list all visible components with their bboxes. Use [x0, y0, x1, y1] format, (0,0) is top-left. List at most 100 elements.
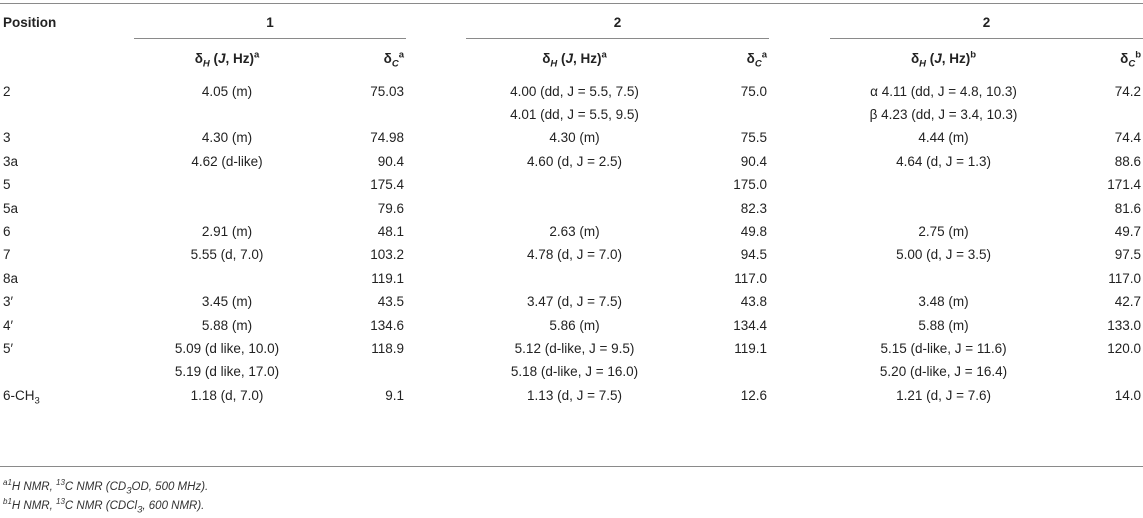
shift-h-2-cell: 3.47 (d, J = 7.5)	[527, 294, 622, 310]
shift-h-1-cell	[134, 174, 320, 197]
table-footnotes: a1H NMR, 13C NMR (CD3OD, 500 MHz). b1H N…	[3, 478, 208, 516]
shift-c-1-cell: 74.98	[370, 130, 405, 146]
shift-h-1-cell: 4.30 (m)	[201, 130, 253, 146]
shift-h-2-cell: 4.78 (d, J = 7.0)	[527, 247, 622, 263]
group-header-2: 2	[613, 15, 622, 30]
subheader-dc-3: δCb	[1120, 49, 1142, 70]
shift-c-2-cell	[683, 361, 769, 384]
shift-c-1-cell: 79.6	[377, 200, 405, 216]
bottom-rule	[0, 466, 1143, 467]
shift-h-3-cell	[830, 197, 1057, 220]
shift-c-2-cell: 117.0	[734, 270, 768, 286]
position-cell: 4′	[3, 317, 14, 333]
shift-c-1-cell: 134.6	[370, 317, 405, 333]
shift-h-1-cell: 1.18 (d, 7.0)	[190, 387, 264, 403]
position-cell: 6	[3, 224, 11, 240]
table-row: 7 5.55 (d, 7.0) 103.2 4.78 (d, J = 7.0) 94.5…	[0, 244, 1143, 267]
group-header-1: 1	[266, 15, 274, 30]
shift-h-2-cell: 5.86 (m)	[549, 317, 600, 333]
shift-h-1-cell	[134, 267, 320, 290]
position-cell: 8a	[3, 270, 19, 286]
shift-h-3-cell: 3.48 (m)	[918, 294, 969, 310]
group-header-3: 2	[982, 15, 991, 30]
shift-c-2-cell: 119.1	[734, 340, 768, 356]
shift-c-2-cell: 12.6	[740, 387, 768, 403]
shift-c-1-cell: 48.1	[377, 224, 405, 240]
group-3-underline	[830, 38, 1143, 39]
position-cell: 2	[3, 83, 11, 99]
shift-c-3-cell: 49.7	[1114, 224, 1142, 240]
shift-c-2-cell: 43.8	[740, 294, 768, 310]
table-row: 8a 119.1 117.0 117.0	[0, 267, 1143, 290]
shift-h-2-cell: 5.12 (d-like, J = 9.5)	[514, 340, 635, 356]
shift-c-3-cell: 120.0	[1107, 340, 1142, 356]
subheader-dh-3: δH (J, Hz)b	[910, 49, 977, 70]
shift-h-3-cell: α 4.11 (dd, J = 4.8, 10.3)	[870, 83, 1017, 99]
shift-c-3-cell: 88.6	[1114, 153, 1142, 169]
shift-c-2-cell: 75.0	[740, 83, 768, 99]
group-2-underline	[466, 38, 769, 39]
table-row: 3 4.30 (m) 74.98 4.30 (m) 75.5 4.44 (m) 74.4	[0, 127, 1143, 150]
table-row: 4.01 (dd, J = 5.5, 9.5) β 4.23 (dd, J = 3…	[0, 103, 1143, 126]
shift-c-2-cell	[683, 103, 769, 126]
subheader-dc-1: δCa	[383, 49, 405, 70]
shift-h-1-cell: 3.45 (m)	[201, 294, 253, 310]
position-header: Position	[3, 15, 57, 30]
header-row-groups: Position 1 2 2	[0, 8, 1143, 38]
shift-h-3-cell: 4.64 (d, J = 1.3)	[896, 153, 991, 169]
shift-h-1-cell: 5.19 (d like, 17.0)	[174, 364, 280, 380]
shift-c-3-cell: 74.4	[1114, 130, 1142, 146]
position-cell: 5′	[3, 340, 14, 356]
table-row: 5.19 (d like, 17.0) 5.18 (d-like, J = 16.…	[0, 361, 1143, 384]
shift-h-1-cell: 5.09 (d like, 10.0)	[174, 340, 280, 356]
shift-c-3-cell: 81.6	[1114, 200, 1142, 216]
shift-h-2-cell	[466, 267, 683, 290]
shift-h-1-cell	[134, 197, 320, 220]
shift-c-1-cell	[320, 361, 406, 384]
subheader-dh-2: δH (J, Hz)a	[542, 49, 607, 70]
position-cell: 6-CH3	[3, 387, 40, 407]
shift-c-1-cell	[320, 103, 406, 126]
position-cell: 3	[3, 130, 11, 146]
shift-h-3-cell: 2.75 (m)	[918, 224, 969, 240]
shift-h-2-cell: 5.18 (d-like, J = 16.0)	[510, 364, 639, 380]
position-cell: 3′	[3, 294, 14, 310]
shift-h-3-cell	[830, 174, 1057, 197]
shift-h-3-cell: 5.15 (d-like, J = 11.6)	[880, 340, 1007, 356]
table-row: 6 2.91 (m) 48.1 2.63 (m) 49.8 2.75 (m) 49.7	[0, 220, 1143, 243]
shift-c-3-cell: 133.0	[1107, 317, 1142, 333]
shift-h-3-cell: β 4.23 (dd, J = 3.4, 10.3)	[869, 107, 1018, 123]
table-row: 6-CH3 1.18 (d, 7.0) 9.1 1.13 (d, J = 7.5) 12…	[0, 384, 1143, 407]
shift-c-3-cell: 97.5	[1114, 247, 1142, 263]
shift-c-1-cell: 119.1	[371, 270, 405, 286]
shift-h-1-cell: 4.62 (d-like)	[191, 153, 263, 169]
shift-h-3-cell: 5.88 (m)	[918, 317, 969, 333]
shift-h-2-cell	[466, 174, 683, 197]
table-row: 3′ 3.45 (m) 43.5 3.47 (d, J = 7.5) 43.8 3.48 …	[0, 291, 1143, 314]
shift-h-3-cell: 5.00 (d, J = 3.5)	[896, 247, 991, 263]
shift-c-2-cell: 94.5	[740, 247, 768, 263]
shift-h-1-cell: 5.55 (d, 7.0)	[190, 247, 264, 263]
shift-c-3-cell	[1057, 361, 1143, 384]
table-row: 5a 79.6 82.3 81.6	[0, 197, 1143, 220]
shift-h-2-cell: 2.63 (m)	[549, 224, 600, 240]
shift-c-3-cell	[1057, 103, 1143, 126]
shift-c-3-cell: 171.4	[1107, 177, 1142, 193]
shift-c-1-cell: 103.2	[370, 247, 405, 263]
group-1-underline	[134, 38, 406, 39]
table-row: 2 4.05 (m) 75.03 4.00 (dd, J = 5.5, 7.5) 75.…	[0, 80, 1143, 103]
shift-h-1-cell	[134, 103, 320, 126]
shift-c-1-cell: 75.03	[370, 83, 405, 99]
subheader-dh-1: δH (J, Hz)a	[194, 49, 260, 70]
position-cell: 7	[3, 247, 11, 263]
shift-c-3-cell: 117.0	[1108, 270, 1142, 286]
shift-c-1-cell: 90.4	[377, 153, 405, 169]
shift-h-2-cell	[466, 197, 683, 220]
shift-h-1-cell: 4.05 (m)	[201, 83, 253, 99]
position-cell: 5	[3, 177, 11, 193]
shift-h-3-cell: 5.20 (d-like, J = 16.4)	[879, 364, 1008, 380]
footnote-b: b1H NMR, 13C NMR (CDCl3, 600 NMR).	[3, 497, 205, 516]
shift-c-2-cell: 82.3	[740, 200, 768, 216]
shift-c-3-cell: 14.0	[1114, 387, 1142, 403]
position-cell: 5a	[3, 200, 19, 216]
